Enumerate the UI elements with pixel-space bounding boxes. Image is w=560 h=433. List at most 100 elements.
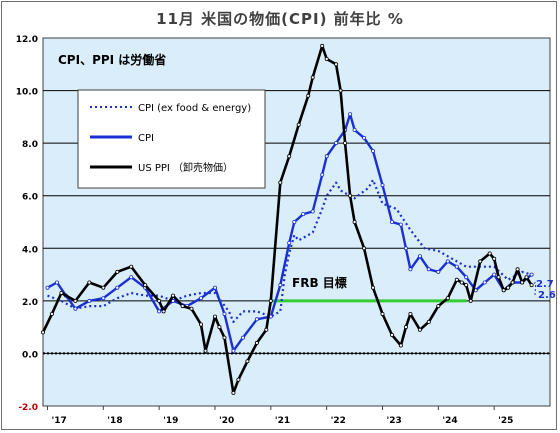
cpi-series-point: [454, 264, 459, 269]
ppi-series-point: [468, 298, 473, 303]
ppi-series-point: [408, 311, 413, 316]
x-tick-label: '23: [386, 416, 401, 426]
ppi-series-point: [254, 340, 259, 345]
cpi-series-point: [324, 154, 329, 159]
cpi-series-point: [55, 280, 60, 285]
ppi-series-point: [189, 306, 194, 311]
ppi-series-point: [310, 75, 315, 80]
ppi-series-point: [496, 275, 501, 280]
cpi-series-point: [301, 212, 306, 217]
ppi-series-point: [478, 259, 483, 264]
ppi-series-point: [268, 298, 273, 303]
cpi-series-point: [73, 306, 78, 311]
core-last-value-label: 2.7: [536, 279, 554, 290]
cpi-series-point: [334, 141, 339, 146]
core-cpi-series: [47, 178, 532, 323]
x-tick-label: '22: [331, 416, 346, 426]
ppi-series-point: [41, 330, 46, 335]
x-tick-label: '19: [163, 416, 178, 426]
ppi-series-point: [198, 322, 203, 327]
ppi-series-point: [515, 267, 520, 272]
ppi-series-point: [459, 280, 464, 285]
cpi-series-point: [445, 259, 450, 264]
ppi-series-point: [334, 62, 339, 67]
core-cpi-series-line: [47, 178, 532, 323]
y-tick-label: 12.0: [16, 35, 38, 45]
cpi-series-point: [231, 348, 236, 353]
ppi-series-point: [236, 377, 241, 382]
cpi-series-point: [240, 335, 245, 340]
legend: CPI (ex food & energy) CPI US PPI （卸売物価）: [77, 89, 266, 189]
cpi-last-leader: [534, 285, 537, 296]
cpi-series-point: [101, 296, 106, 301]
cpi-series-point: [362, 135, 367, 140]
cpi-series-point: [292, 219, 297, 224]
frb-target-label: FRB 目標: [292, 275, 347, 290]
cpi-series-point: [403, 246, 408, 251]
y-tick-label: 8.0: [22, 140, 38, 150]
cpi-series-point: [370, 148, 375, 153]
cpi-series-point: [254, 317, 259, 322]
cpi-series-point: [278, 283, 283, 288]
cpi-series-point: [426, 267, 431, 272]
ppi-series-point: [143, 283, 148, 288]
ppi-series-point: [398, 343, 403, 348]
ppi-series-point: [426, 319, 431, 324]
y-tick-label: 6.0: [22, 193, 38, 203]
ppi-series-point: [203, 348, 208, 353]
cpi-series-point: [287, 240, 292, 245]
ppi-series-point: [454, 277, 459, 282]
ppi-series-point: [115, 269, 120, 274]
chart-title: 11月 米国の物価(CPI) 前年比 %: [156, 10, 404, 28]
x-tick-label: '24: [442, 416, 457, 426]
x-tick-label: '18: [107, 416, 122, 426]
cpi-series-point: [398, 222, 403, 227]
legend-label-core: CPI (ex food & energy): [138, 103, 251, 114]
ppi-series-point: [403, 325, 408, 330]
ppi-series-point: [278, 180, 283, 185]
ppi-series-point: [436, 304, 441, 309]
legend-label-cpi: CPI: [138, 133, 154, 144]
cpi-last-value-label: 2.6: [538, 290, 556, 301]
ppi-series-point: [380, 311, 385, 316]
ppi-series-point: [73, 298, 78, 303]
ppi-series-point: [245, 359, 250, 364]
ppi-series-point: [389, 332, 394, 337]
ppi-series-point: [231, 390, 236, 395]
ppi-series-point: [296, 122, 301, 127]
cpi-series-point: [320, 172, 325, 177]
ppi-series-point: [362, 246, 367, 251]
cpi-series-point: [352, 127, 357, 132]
ppi-series-point: [306, 93, 311, 98]
cpi-series-point: [436, 269, 441, 274]
ppi-series-point: [217, 325, 222, 330]
ppi-series-point: [222, 335, 227, 340]
cpi-series-point: [222, 311, 227, 316]
ppi-series-point: [343, 141, 348, 146]
ppi-series-point: [171, 293, 176, 298]
cpi-series-point: [87, 298, 92, 303]
series-layer: [41, 43, 537, 395]
target-layer: [43, 299, 550, 355]
x-tick-label: '20: [219, 416, 234, 426]
cpi-series-point: [389, 219, 394, 224]
ppi-series-point: [180, 304, 185, 309]
x-tick-label: '17: [51, 416, 66, 426]
y-tick-label: 2.0: [22, 298, 38, 308]
ppi-series-point: [59, 290, 64, 295]
ppi-series-point: [287, 154, 292, 159]
ppi-series-point: [445, 296, 450, 301]
ppi-series-point: [417, 327, 422, 332]
ppi-series-point: [501, 288, 506, 293]
x-tick-label: '25: [498, 416, 513, 426]
y-tick-label: 10.0: [16, 88, 38, 98]
ppi-series-point: [464, 283, 469, 288]
ppi-series: [41, 43, 534, 395]
source-note: CPI、PPI は労働省: [58, 52, 166, 67]
cpi-series-point: [482, 280, 487, 285]
legend-box: [77, 89, 266, 189]
ppi-series-point: [510, 280, 515, 285]
ppi-series-point: [370, 285, 375, 290]
legend-label-ppi: US PPI （卸売物価）: [138, 161, 233, 174]
ppi-series-point: [506, 285, 511, 290]
